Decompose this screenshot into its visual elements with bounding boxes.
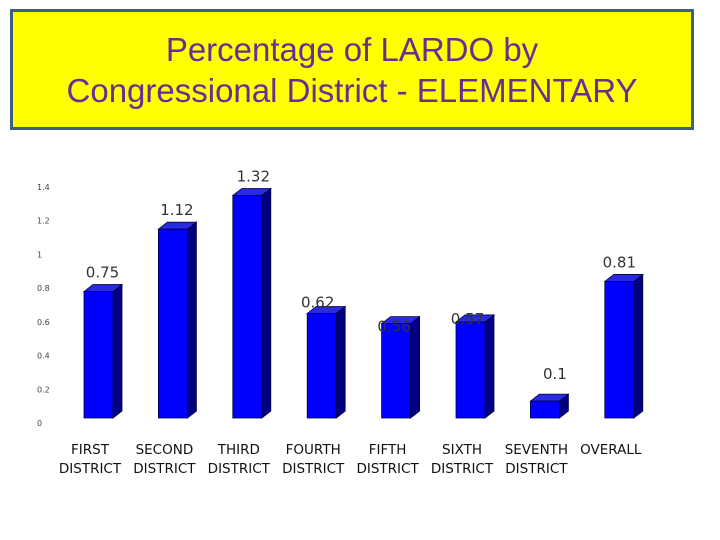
- y-tick-label: 1.2: [37, 217, 50, 226]
- bar-4: [306, 305, 347, 419]
- x-tick-label: DISTRICT: [282, 461, 345, 477]
- data-label: 0.62: [301, 293, 334, 311]
- bar-side-face: [261, 187, 272, 419]
- chart-title-line-1: Percentage of LARDO by: [165, 30, 539, 68]
- x-axis-labels: FIRST DISTRICT SECOND DISTRICT THIRD DISTRICT…: [59, 442, 642, 477]
- bar-side-face: [484, 314, 495, 419]
- bar-side-face: [335, 305, 346, 419]
- y-tick-label: 0: [37, 419, 42, 428]
- x-tick-label: DISTRICT: [505, 461, 568, 477]
- data-label: 0.81: [603, 253, 636, 271]
- chart-title-box: Percentage of LARDO by Congressional Dis…: [10, 9, 694, 130]
- y-tick-label: 0.6: [37, 318, 50, 327]
- y-tick-label: 0.8: [37, 284, 50, 293]
- bar-3: [231, 187, 272, 419]
- data-label: 0.75: [86, 264, 119, 282]
- chart-title-line-2: Congressional District - ELEMENTARY: [66, 71, 638, 109]
- bar-front-face: [306, 313, 337, 419]
- x-tick-label: FIFTH: [369, 442, 407, 458]
- data-label: 1.12: [160, 201, 193, 219]
- x-tick-label: DISTRICT: [356, 461, 419, 477]
- y-tick-label: 1.4: [37, 183, 50, 192]
- bar-front-face: [381, 323, 412, 419]
- bar-front-face: [604, 281, 635, 419]
- bar-1: [82, 283, 124, 419]
- data-label: 1.32: [237, 167, 270, 185]
- y-tick-label: 0.2: [37, 385, 50, 394]
- x-tick-label: SIXTH: [442, 442, 482, 458]
- x-tick-label: DISTRICT: [133, 461, 196, 477]
- bar-8: [603, 273, 644, 419]
- bar-front-face: [83, 291, 114, 419]
- bar-front-face: [157, 228, 188, 419]
- x-tick-label: OVERALL: [580, 442, 642, 458]
- bar-7: [529, 393, 570, 419]
- y-axis: 0 0.2 0.4 0.6 0.8 1 1.2 1.4: [37, 183, 50, 428]
- y-tick-label: 1: [37, 250, 42, 259]
- data-label: 0.1: [543, 365, 567, 383]
- bar-front-face: [232, 195, 263, 419]
- bar-6: [454, 314, 496, 419]
- x-tick-label: DISTRICT: [208, 461, 271, 477]
- data-label: 0.56: [377, 318, 410, 336]
- data-label: 0.57: [451, 310, 484, 328]
- x-tick-label: THIRD: [217, 442, 260, 458]
- x-tick-label: SEVENTH: [505, 442, 568, 458]
- data-labels-group: 0.75 1.12 1.32 0.62 0.56 0.57 0.1 0.81: [86, 167, 636, 383]
- bars-group: [82, 187, 644, 419]
- bar-side-face: [633, 273, 644, 419]
- x-tick-label: DISTRICT: [431, 461, 494, 477]
- x-tick-label: FOURTH: [286, 442, 341, 458]
- bar-side-face: [410, 315, 421, 419]
- x-tick-label: DISTRICT: [59, 461, 122, 477]
- bar-side-face: [186, 221, 197, 419]
- bar-front-face: [530, 400, 560, 419]
- x-tick-label: FIRST: [71, 442, 110, 458]
- x-tick-label: SECOND: [136, 442, 194, 458]
- bar-front-face: [455, 321, 486, 419]
- y-tick-label: 0.4: [37, 352, 50, 361]
- bar-5: [380, 315, 421, 419]
- bar-2: [157, 221, 198, 419]
- bar-side-face: [112, 283, 123, 419]
